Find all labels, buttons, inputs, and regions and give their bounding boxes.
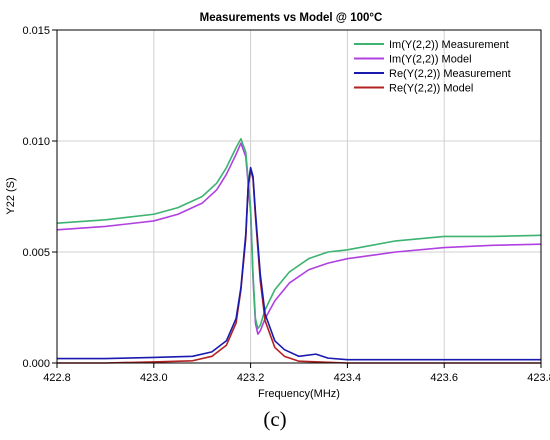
x-tick-label: 423.0 [140,372,168,384]
x-tick-label: 423.6 [430,372,458,384]
series-line-im-y-2-2-model [56,142,542,335]
y-tick-label: 0.005 [22,247,50,259]
legend-entry: Re(Y(2,2)) Measurement [389,68,511,80]
y-tick-label: 0.015 [22,25,50,37]
grid [57,30,541,363]
x-tick-label: 423.8 [527,372,550,384]
x-axis-label: Frequency(MHz) [258,388,340,400]
x-tick-label: 423.4 [334,372,362,384]
series-line-re-y-2-2-model [57,169,541,364]
x-axis-ticks: 422.8 423.0 423.2 423.4 423.6 423.8 [43,363,550,384]
plot-frame [56,29,542,364]
series-line-im-y-2-2-measurement [56,137,542,330]
legend-entry: Im(Y(2,2)) Measurement [389,39,509,51]
panel-label: (c) [263,407,287,431]
legend: Im(Y(2,2)) Measurement Im(Y(2,2)) Model Re… [354,39,511,95]
y-tick-label: 0.010 [22,136,50,148]
series-layer [56,137,542,364]
chart-title: Measurements vs Model @ 100°C [200,12,383,24]
x-tick-label: 423.2 [237,372,265,384]
y-tick-label: 0.000 [22,358,50,370]
legend-entry: Re(Y(2,2)) Model [389,83,473,95]
legend-entry: Im(Y(2,2)) Model [389,54,472,66]
y-axis-ticks: 0.000 0.005 0.010 0.015 [22,25,57,370]
y-axis-label: Y22 (S) [5,177,17,214]
series-line-re-y-2-2-measurement [57,166,541,361]
x-tick-label: 422.8 [43,372,71,384]
